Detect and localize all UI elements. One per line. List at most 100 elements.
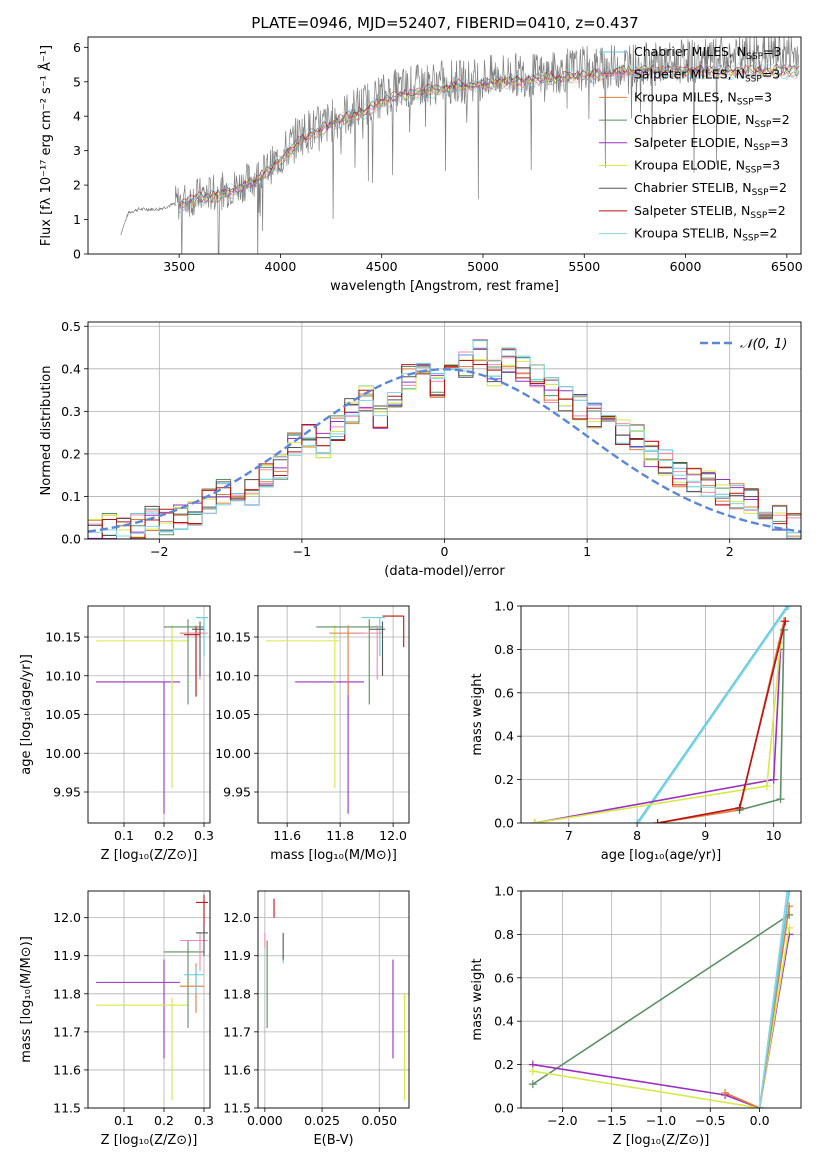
plot-area [528,891,794,1108]
y-tick-label: 0.4 [494,1014,514,1029]
y-axis-label: mass weight [470,958,485,1040]
y-tick-label: 0.4 [61,361,81,376]
weight-marker [785,891,794,895]
y-tick-label: 11.8 [223,986,251,1001]
y-tick-label: 0.0 [494,816,514,831]
weight-line [724,906,790,1108]
y-tick-label: 4 [73,109,81,124]
weight-line [532,914,790,1085]
x-tick-label: 10 [766,828,782,843]
y-tick-label: 10.15 [215,630,251,645]
panel-residuals: −2 −1 0 1 2 0.0 0.1 0.2 0.3 0.4 0.5 (data-model)/er… [39,319,802,579]
plot-area [530,606,793,823]
x-tick-label: 1 [583,544,591,559]
weight-line [532,927,790,1108]
x-tick-label: 8 [633,828,641,843]
y-tick-label: 10.00 [45,746,81,761]
x-axis-label: Z [log₁₀(Z/Z⊙)] [613,1133,710,1148]
y-tick-label: 0.8 [494,927,514,942]
y-tick-label: 1.0 [494,884,514,899]
y-axis-label: age [log₁₀(age/yr)] [19,654,34,775]
y-tick-label: 0.0 [61,532,81,547]
model-spectrum-line [179,64,800,205]
weight-marker [528,1067,537,1076]
y-tick-label: 11.6 [53,1062,81,1077]
x-axis-label: E(B-V) [313,1133,353,1148]
y-tick-label: 0.1 [61,489,81,504]
panel-mass_vs_Z: 0.1 0.2 0.3 11.5 11.6 11.7 11.8 11.9 12.0 Z [log₁… [19,890,214,1148]
x-axis-label: wavelength [Angstrom, rest frame] [330,279,559,294]
axes-frame [520,605,802,824]
x-axis-label: Z [log₁₀(Z/Z⊙)] [101,1133,198,1148]
y-tick-label: 11.9 [223,948,251,963]
legend-entry: Kroupa STELIB, NSSP=2 [634,226,778,244]
y-tick-label: 11.5 [223,1101,251,1116]
y-tick-label: 11.6 [223,1062,251,1077]
y-tick-label: 11.7 [53,1024,81,1039]
x-axis-label: Z [log₁₀(Z/Z⊙)] [101,848,198,863]
model-spectrum-line [179,66,800,208]
weight-marker [735,803,744,812]
model-legend: Chabrier MILES, NSSP=3 Salpeter MILES, NS… [599,44,790,244]
weight-marker [721,1088,730,1097]
y-tick-label: 1 [73,212,81,227]
weight-marker [769,775,778,784]
weight-line [637,606,790,823]
weight-marker [781,617,790,626]
weight-marker [634,819,643,823]
x-tick-label: −1.0 [646,1113,676,1128]
y-tick-label: 0.8 [494,642,514,657]
weight-marker [784,606,793,610]
y-axis-label: mass [log₁₀(M/M⊙)] [19,936,34,1063]
y-tick-label: 12.0 [53,910,81,925]
panel-spectrum: 3500 4000 4500 5000 5500 6000 6500 0 1 2 3 4 5 6 wavel… [38,36,803,294]
panel-age_vs_Z: 0.1 0.2 0.3 9.95 10.00 10.05 10.10 10.15 Z [log₁… [19,605,214,863]
y-tick-label: 0.2 [61,446,81,461]
x-tick-label: 0.3 [194,1113,214,1128]
plot-area [96,617,208,814]
legend-entry: Salpeter ELODIE, NSSP=3 [634,135,788,153]
x-tick-label: 4500 [366,259,398,274]
x-tick-label: 12.0 [379,828,407,843]
y-tick-label: 0 [73,247,81,262]
x-tick-label: 11.8 [326,828,354,843]
y-tick-label: 0.6 [494,685,514,700]
x-tick-label: 0.3 [194,828,214,843]
y-tick-label: 6 [73,40,81,55]
y-axis-label: mass weight [470,673,485,755]
weight-line [636,606,788,823]
y-axis-label: Normed distribution [39,366,54,496]
y-tick-label: 11.9 [53,948,81,963]
plot-area [88,339,801,539]
weight-marker [762,782,771,791]
weight-marker [653,819,662,823]
x-tick-label: −0.5 [695,1113,725,1128]
y-tick-label: 5 [73,74,81,89]
x-tick-label: −2 [150,544,168,559]
axes-frame [87,321,802,540]
x-tick-label: 0.1 [114,828,134,843]
x-tick-label: 0.050 [361,1113,397,1128]
y-tick-label: 10.05 [45,707,81,722]
y-tick-label: 0.2 [494,772,514,787]
panel-age_vs_mass: 11.6 11.8 12.0 9.95 10.00 10.05 10.10 10.15 mass… [215,605,410,863]
weight-marker [783,891,792,895]
y-tick-label: 9.95 [53,785,81,800]
x-tick-label: 6500 [771,259,803,274]
x-tick-label: 5500 [568,259,600,274]
y-tick-label: 3 [73,143,81,158]
histogram-step [88,340,801,539]
panel-weight_vs_Z: −2.0 −1.5 −1.0 −0.5 0.0 0.0 0.2 0.4 0.6 0.8 1.0 Z [… [470,884,802,1148]
plot-area [120,37,800,254]
y-tick-label: 0.0 [494,1101,514,1116]
x-tick-label: 0.025 [304,1113,340,1128]
x-tick-label: −1.5 [597,1113,627,1128]
y-tick-label: 11.5 [53,1101,81,1116]
x-tick-label: 11.6 [273,828,301,843]
weight-marker [528,1080,537,1089]
y-tick-label: 0.6 [494,970,514,985]
plot-area [265,615,405,814]
y-tick-label: 0.4 [494,729,514,744]
weight-marker [530,819,539,823]
